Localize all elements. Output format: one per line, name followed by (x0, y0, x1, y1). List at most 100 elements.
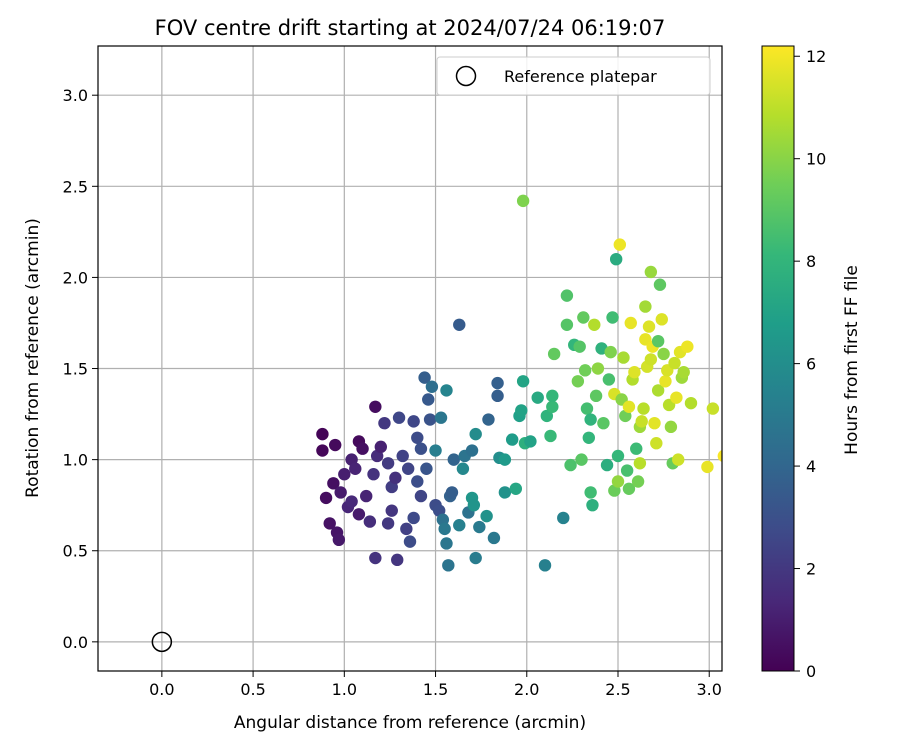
data-point (582, 431, 596, 444)
data-point (363, 515, 377, 528)
x-tick-label: 0.5 (240, 680, 265, 699)
x-tick-label: 2.5 (605, 680, 630, 699)
data-point (456, 462, 470, 475)
plot-frame (97, 45, 723, 672)
data-point (407, 415, 420, 428)
x-axis-label: Angular distance from reference (arcmin) (234, 713, 586, 733)
data-point (546, 389, 559, 403)
data-point (469, 551, 482, 565)
data-point (648, 416, 661, 430)
data-point (617, 351, 630, 364)
data-point (480, 509, 493, 523)
data-point (584, 413, 597, 426)
data-point (620, 464, 634, 477)
reference-platepar-marker (151, 631, 173, 653)
data-point (635, 415, 648, 428)
legend-marker-reference (455, 65, 477, 87)
data-point (423, 413, 437, 426)
data-point (367, 468, 380, 481)
data-point (560, 289, 574, 302)
data-point (453, 318, 466, 331)
data-point (650, 437, 663, 450)
data-point (524, 435, 537, 448)
data-point (381, 457, 395, 470)
legend-box (436, 56, 711, 96)
data-point (356, 442, 369, 455)
x-tick-label: 1.0 (332, 680, 357, 699)
data-point (403, 535, 417, 548)
data-point (491, 389, 504, 403)
data-point (651, 384, 665, 397)
data-point (401, 462, 415, 475)
data-point (516, 375, 530, 388)
data-point (429, 444, 442, 457)
data-point (706, 402, 720, 415)
data-point (447, 453, 460, 466)
data-point (672, 453, 685, 466)
data-point (438, 522, 451, 536)
data-point (440, 537, 453, 550)
colorbar-tick-label: 4 (806, 457, 816, 476)
data-point (575, 453, 588, 466)
data-point (389, 471, 402, 485)
colorbar-tick-label: 10 (806, 150, 826, 169)
data-point (611, 475, 625, 488)
data-point (425, 380, 439, 393)
data-point (491, 376, 504, 390)
data-point (498, 486, 512, 499)
data-point (374, 440, 388, 454)
data-point (498, 453, 512, 466)
data-point (589, 389, 603, 403)
data-point (547, 347, 561, 361)
data-point (381, 517, 395, 530)
data-point (578, 364, 592, 377)
data-point (637, 402, 650, 415)
data-point (505, 433, 519, 446)
data-point (540, 409, 554, 423)
colorbar-tick-label: 2 (806, 560, 816, 579)
data-point (411, 475, 424, 488)
data-point (515, 404, 528, 417)
colorbar-tick-label: 12 (806, 47, 826, 66)
data-point (644, 265, 658, 279)
data-point (684, 396, 698, 410)
data-point (345, 495, 358, 508)
colorbar-ticks: 0 2 4 6 8 10 12 (794, 47, 826, 681)
data-point (319, 491, 333, 505)
data-point (473, 520, 486, 534)
data-point (633, 457, 647, 470)
data-point (420, 462, 433, 475)
data-point (681, 340, 694, 353)
data-point (396, 449, 409, 463)
colorbar (761, 45, 795, 672)
colorbar-tick-label: 8 (806, 252, 816, 271)
data-point (560, 318, 574, 331)
data-point (391, 553, 404, 567)
data-point (602, 373, 616, 386)
colorbar-tick-label: 0 (806, 662, 816, 681)
data-point (487, 531, 501, 545)
data-point (378, 416, 391, 430)
data-point (659, 375, 672, 388)
data-point (628, 365, 641, 379)
data-point (440, 384, 453, 397)
data-point (609, 252, 623, 266)
data-point (482, 413, 495, 426)
data-point (369, 400, 382, 413)
data-point (316, 444, 329, 457)
data-point (392, 411, 406, 424)
data-point (422, 393, 435, 406)
data-point (467, 498, 481, 512)
data-point (332, 533, 346, 547)
legend-label-reference: Reference platepar (504, 67, 657, 86)
data-point (334, 486, 347, 499)
x-axis-ticks: 0.0 0.5 1.0 1.5 2.0 2.5 3.0 (149, 671, 722, 699)
data-point (644, 353, 658, 366)
data-point (613, 238, 627, 251)
data-point (631, 475, 645, 488)
data-point (624, 316, 637, 330)
y-tick-label: 0.5 (63, 542, 88, 561)
colorbar-label: Hours from first FF file (842, 265, 862, 455)
